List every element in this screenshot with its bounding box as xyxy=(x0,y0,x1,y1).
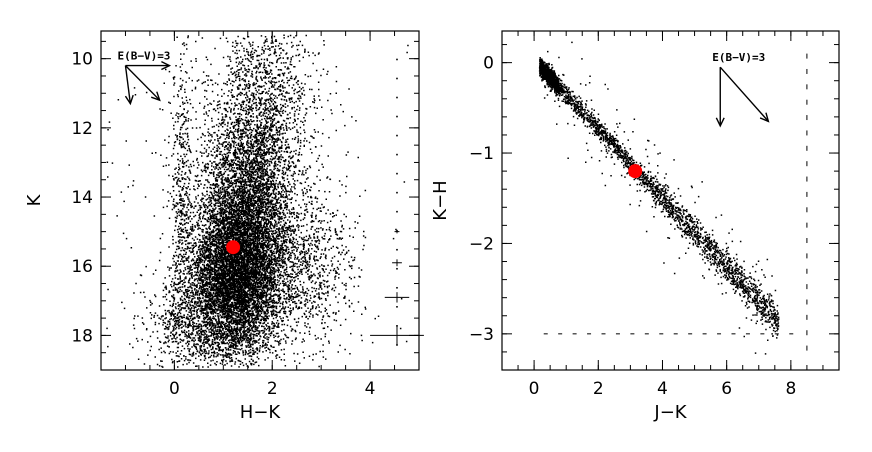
left-yaxis-title: K xyxy=(24,193,45,206)
right-xtick-label: 4 xyxy=(657,379,668,399)
left-ytick-label: 18 xyxy=(71,326,93,346)
left-reddening-label: E(B−V)=3 xyxy=(117,50,170,63)
left-column-point xyxy=(396,267,398,270)
left-column-point xyxy=(396,191,398,194)
left-column-point xyxy=(396,172,398,175)
right-frame xyxy=(501,30,840,371)
right-yaxis-title: K−H xyxy=(430,180,451,220)
left-xtick-label: 0 xyxy=(169,379,180,399)
right-highlight-point xyxy=(628,164,643,179)
right-reddening-arrow xyxy=(719,66,769,122)
right-annotations: E(B−V)=3 xyxy=(543,51,808,351)
right-ytick-label: −1 xyxy=(469,144,494,164)
left-column-point xyxy=(396,210,398,213)
left-arrowhead xyxy=(124,94,134,106)
left-column-point xyxy=(396,286,398,289)
right-panel-ccd: E(B−V)=3 0 2 4 6 8 0 −1 −2 −3 J−K K−H xyxy=(430,30,840,423)
left-reddening-arrow xyxy=(124,65,161,101)
left-column-point xyxy=(396,115,398,118)
left-reddening-arrow xyxy=(124,65,132,104)
right-axes: 0 2 4 6 8 0 −1 −2 −3 J−K K−H xyxy=(430,30,840,423)
left-ytick-label: 10 xyxy=(71,50,93,70)
right-reddening-label: E(B−V)=3 xyxy=(712,51,765,64)
right-xaxis-title: J−K xyxy=(653,402,687,423)
left-panel-cmd: E(B−V)=3 0 2 4 10 12 14 16 18 H−K K xyxy=(24,30,424,423)
left-axes: 0 2 4 10 12 14 16 18 H−K K xyxy=(24,30,420,423)
left-xaxis-title: H−K xyxy=(240,402,282,423)
right-xtick-label: 6 xyxy=(721,379,732,399)
left-scatter-points xyxy=(106,34,409,368)
left-arrowhead xyxy=(161,61,172,71)
left-column-point xyxy=(396,153,398,156)
right-arrowhead xyxy=(715,117,725,128)
left-column-point xyxy=(396,306,398,308)
right-arrowhead xyxy=(759,112,770,123)
right-scatter-marks xyxy=(538,41,780,355)
right-ytick-label: 0 xyxy=(483,54,494,74)
left-column-point xyxy=(396,248,398,251)
left-frame xyxy=(100,30,420,371)
left-scatter-marks xyxy=(106,34,409,368)
left-column-point xyxy=(396,96,398,99)
right-xtick-label: 2 xyxy=(593,379,604,399)
left-xtick-label: 2 xyxy=(267,379,278,399)
right-ytick-label: −2 xyxy=(469,234,494,254)
right-ytick-label: −3 xyxy=(469,325,494,345)
left-ytick-label: 12 xyxy=(71,119,93,139)
left-ytick-label: 16 xyxy=(71,257,93,277)
right-scatter-points xyxy=(538,41,780,355)
left-column-point xyxy=(396,134,398,137)
left-column-point xyxy=(396,58,398,61)
left-xtick-label: 4 xyxy=(365,379,376,399)
left-column-point xyxy=(396,77,398,80)
left-ytick-label: 14 xyxy=(71,188,93,208)
left-arrowhead xyxy=(150,91,161,102)
right-xtick-label: 0 xyxy=(529,379,540,399)
left-highlight-point xyxy=(226,240,241,255)
right-xtick-label: 8 xyxy=(785,379,796,399)
left-annotations: E(B−V)=3 xyxy=(117,50,424,346)
